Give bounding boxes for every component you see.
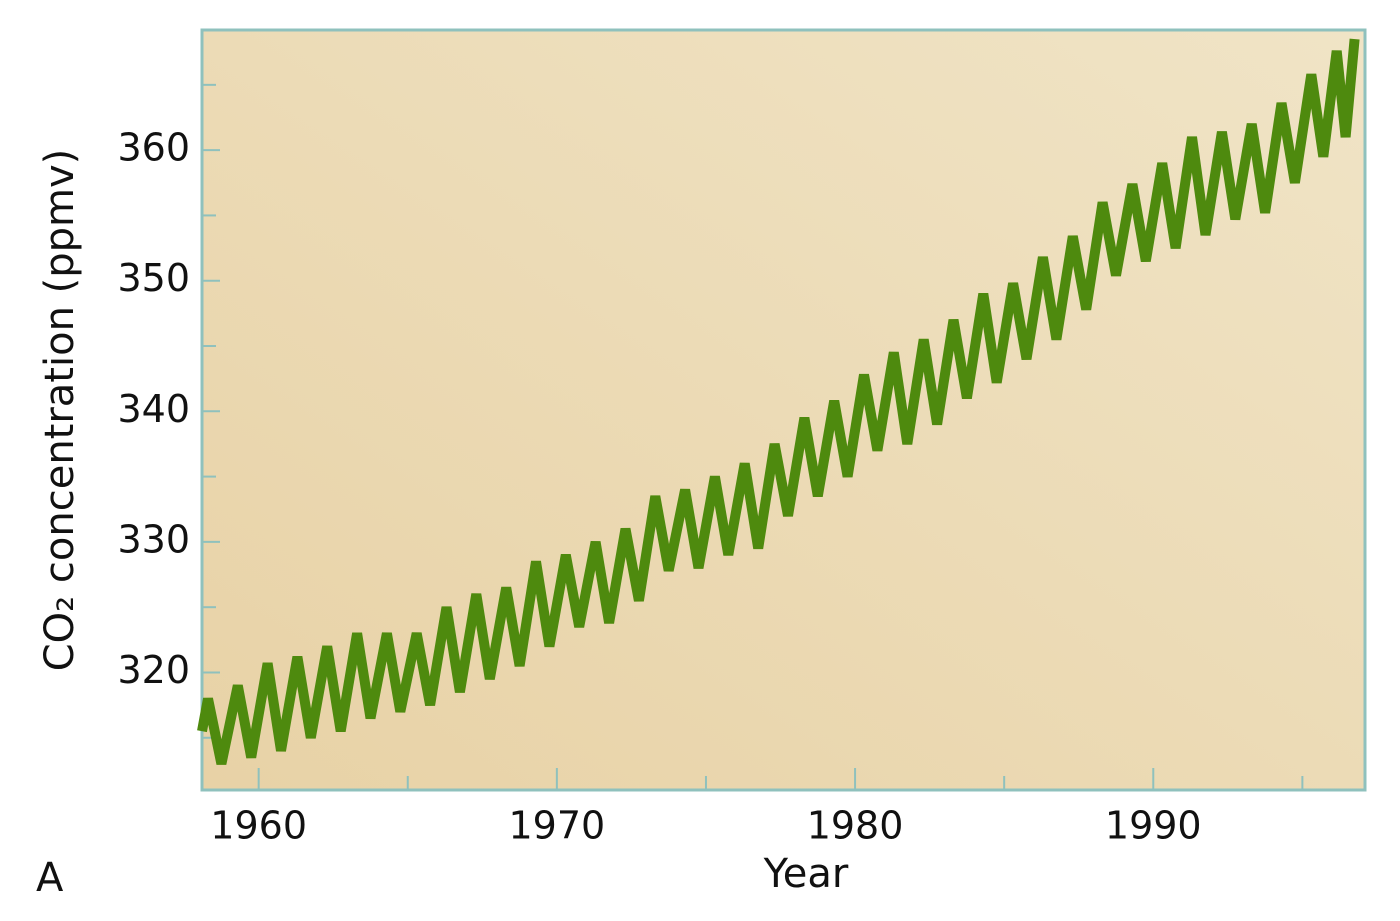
y-tick-label: 340 <box>117 387 190 431</box>
y-axis-label: CO₂ concentration (ppmv) <box>37 149 83 672</box>
x-axis-label: Year <box>763 851 849 897</box>
panel-label: A <box>36 855 64 901</box>
data-line <box>197 38 1360 765</box>
x-tick-label: 1970 <box>509 804 606 848</box>
y-tick-label: 360 <box>117 126 190 170</box>
x-tick-label: 1960 <box>210 804 307 848</box>
x-tick-label: 1990 <box>1105 804 1202 848</box>
y-tick-label: 350 <box>117 256 190 300</box>
y-tick-label: 320 <box>117 648 190 692</box>
x-tick-label: 1980 <box>807 804 904 848</box>
y-tick-label: 330 <box>117 517 190 561</box>
